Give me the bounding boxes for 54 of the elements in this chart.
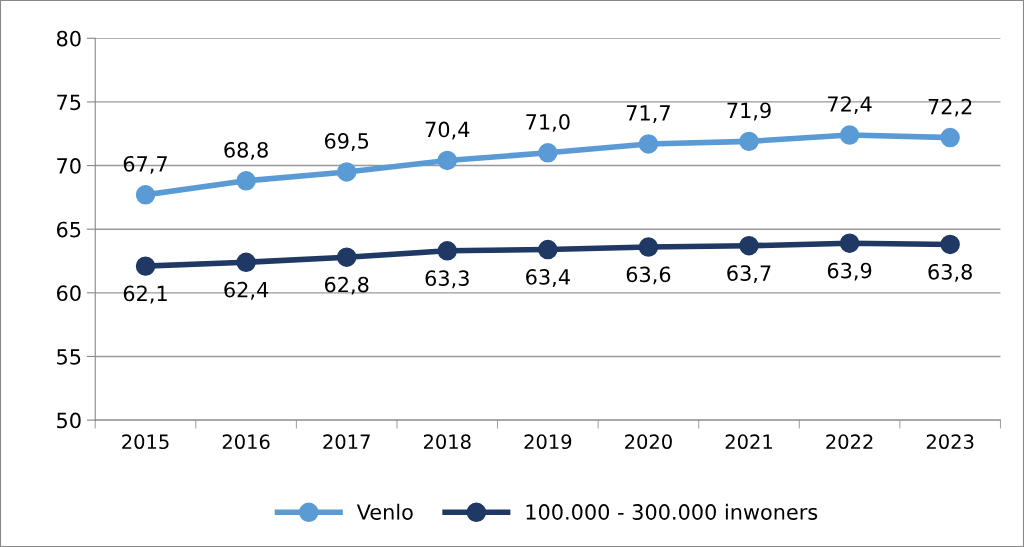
point xyxy=(638,134,659,154)
point xyxy=(437,150,457,171)
data-label: 63,6 xyxy=(626,266,671,285)
point xyxy=(839,233,860,253)
y-tick-label: 70 xyxy=(57,158,81,174)
x-tick-label: 2017 xyxy=(323,434,370,450)
data-label: 63,3 xyxy=(425,270,469,289)
x-tick-label: 2022 xyxy=(826,434,873,450)
point xyxy=(336,247,357,267)
point xyxy=(839,125,860,145)
point xyxy=(739,236,759,256)
legend-label: 100.000 - 300.000 inwoners xyxy=(526,503,818,520)
data-label: 67,7 xyxy=(123,155,167,174)
point xyxy=(135,256,156,276)
data-label: 63,9 xyxy=(827,262,872,281)
x-tick-label: 2021 xyxy=(725,434,772,450)
data-label: 71,9 xyxy=(727,102,771,121)
y-tick-label: 50 xyxy=(57,412,81,429)
data-label: 71,0 xyxy=(526,113,570,132)
point xyxy=(236,252,256,273)
data-label: 72,4 xyxy=(828,96,872,115)
point xyxy=(638,237,659,257)
x-tick-label: 2016 xyxy=(222,434,270,450)
point xyxy=(739,131,759,152)
point xyxy=(940,234,960,255)
data-label: 69,5 xyxy=(324,133,369,151)
point xyxy=(538,143,558,163)
x-tick-label: 2020 xyxy=(625,434,672,450)
y-tick-label: 55 xyxy=(57,349,81,365)
data-label: 62,8 xyxy=(324,276,369,295)
data-label: 72,2 xyxy=(928,98,972,117)
data-label: 63,8 xyxy=(928,263,972,282)
data-label: 63,4 xyxy=(526,269,570,287)
y-tick-label: 60 xyxy=(56,285,81,302)
point xyxy=(538,239,558,260)
data-label: 63,7 xyxy=(727,265,771,284)
point xyxy=(437,241,457,261)
y-tick-label: 80 xyxy=(56,30,81,47)
data-label: 62,4 xyxy=(224,281,269,300)
y-tick-label: 65 xyxy=(56,221,81,238)
x-tick-label: 2018 xyxy=(423,434,471,450)
x-tick-label: 2015 xyxy=(122,434,169,450)
x-tick-label: 2023 xyxy=(926,434,974,450)
point xyxy=(336,162,357,182)
y-tick-label: 75 xyxy=(57,94,81,111)
point xyxy=(236,171,256,191)
legend-label: Venlo xyxy=(356,503,413,520)
point xyxy=(940,127,960,148)
point xyxy=(135,185,156,205)
x-tick-label: 2019 xyxy=(524,434,572,450)
data-label: 70,4 xyxy=(425,121,470,140)
data-label: 68,8 xyxy=(224,141,268,160)
data-label: 71,7 xyxy=(626,105,670,123)
data-label: 62,1 xyxy=(123,285,167,304)
